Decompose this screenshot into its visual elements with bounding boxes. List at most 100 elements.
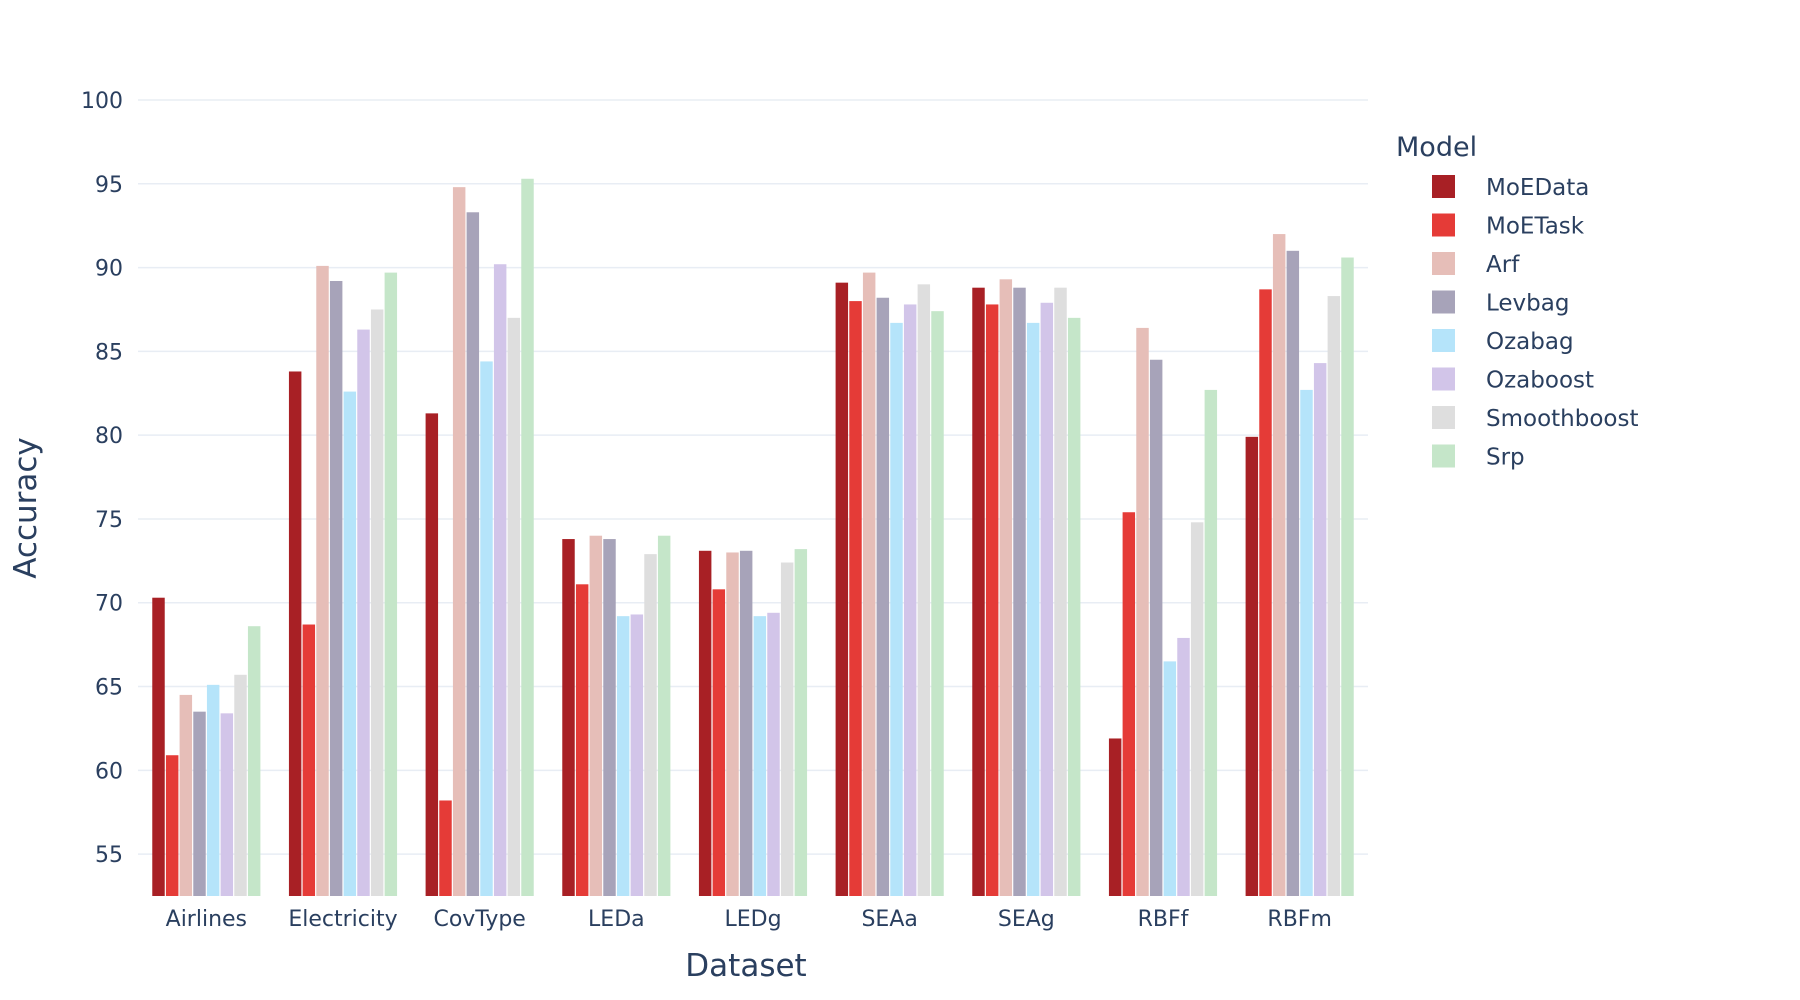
bar [999, 279, 1013, 897]
y-tick-labels: 55 60 65 70 75 80 85 90 95 100 [81, 89, 123, 868]
bar [972, 287, 985, 896]
bar [466, 212, 480, 896]
series-arf [179, 187, 1286, 897]
legend-swatch [1432, 444, 1455, 468]
legend-item[interactable]: Ozabag [1432, 329, 1574, 355]
legend-item[interactable]: Ozaboost [1432, 367, 1594, 394]
series-moedata [152, 282, 1259, 897]
y-tick-label: 85 [95, 340, 123, 365]
legend-swatch [1432, 329, 1455, 352]
bar [1245, 436, 1259, 896]
bar [507, 317, 521, 896]
bar [1163, 661, 1177, 896]
legend-item[interactable]: Srp [1432, 444, 1525, 471]
bar [493, 264, 507, 896]
bar [575, 584, 589, 896]
x-tick-label: CovType [433, 907, 525, 932]
legend-item[interactable]: Arf [1432, 252, 1520, 278]
series-smoothboost [234, 284, 1341, 896]
bar [917, 284, 931, 896]
gridlines [138, 99, 1368, 855]
bar [316, 265, 329, 896]
legend-swatch [1432, 367, 1455, 391]
bar [1122, 512, 1136, 896]
bar [862, 272, 876, 896]
bar [630, 614, 644, 896]
legend-label: Ozabag [1486, 329, 1574, 355]
bar [1259, 289, 1272, 896]
legend-label: Srp [1486, 445, 1525, 471]
legend-label: MoETask [1486, 214, 1585, 240]
legend-label: Ozaboost [1486, 368, 1594, 394]
bar [480, 361, 493, 896]
bar [329, 280, 343, 897]
bar [1149, 359, 1163, 896]
legend-item[interactable]: Levbag [1432, 290, 1569, 317]
bar [903, 304, 917, 897]
bar [220, 713, 234, 896]
legend-swatch [1432, 252, 1455, 275]
bar [1272, 234, 1286, 896]
bar [288, 371, 302, 896]
bar [589, 535, 603, 896]
bar [343, 391, 357, 896]
x-tick-label: Airlines [166, 907, 247, 932]
bar [849, 301, 862, 896]
bar [1204, 389, 1218, 896]
bar [1327, 296, 1341, 896]
bar [1177, 637, 1190, 896]
y-tick-label: 100 [81, 89, 123, 114]
bar [794, 549, 808, 896]
x-tick-label: LEDa [588, 907, 645, 932]
legend-item[interactable]: Smoothboost [1432, 406, 1639, 432]
bar [357, 329, 370, 897]
legend-label: Levbag [1486, 291, 1569, 317]
x-tick-label: SEAa [861, 907, 917, 932]
bar [165, 755, 179, 896]
y-tick-label: 55 [95, 843, 123, 868]
bar [1286, 250, 1300, 897]
bar [603, 539, 616, 896]
series-srp [247, 178, 1354, 897]
x-tick-label: Electricity [288, 907, 397, 932]
bar [1190, 522, 1204, 896]
series-ozaboost [220, 264, 1327, 897]
bar [1054, 287, 1067, 896]
bar [657, 535, 671, 896]
bar [780, 562, 794, 896]
x-tick-label: SEAg [998, 907, 1055, 932]
y-tick-label: 65 [95, 676, 123, 701]
bar [1136, 327, 1149, 897]
series-levbag [193, 212, 1300, 897]
bar [890, 322, 903, 896]
legend-item[interactable]: MoEData [1432, 175, 1589, 201]
x-tick-label: RBFm [1267, 907, 1331, 932]
bar [767, 612, 780, 896]
y-tick-label: 70 [95, 592, 123, 617]
bar [384, 272, 398, 896]
bars [152, 178, 1354, 897]
bar [931, 311, 944, 896]
bar [712, 589, 726, 896]
bar [1313, 363, 1327, 896]
bar [439, 800, 452, 896]
legend-title: Model [1396, 132, 1477, 163]
bar [698, 550, 712, 896]
y-tick-label: 90 [95, 257, 123, 282]
legend-swatch [1432, 290, 1455, 314]
bar [1026, 322, 1040, 896]
y-axis-title: Accuracy [8, 437, 44, 579]
bar [753, 616, 767, 896]
legend-item[interactable]: MoETask [1432, 213, 1585, 240]
bar [1040, 302, 1054, 897]
bar [425, 413, 439, 896]
y-tick-label: 80 [95, 424, 123, 449]
legend-swatch [1432, 175, 1455, 198]
bar [835, 282, 849, 897]
bar [234, 674, 247, 896]
bar [247, 626, 261, 896]
bar [616, 616, 630, 896]
bar [562, 539, 575, 896]
series-ozabag [206, 322, 1313, 896]
